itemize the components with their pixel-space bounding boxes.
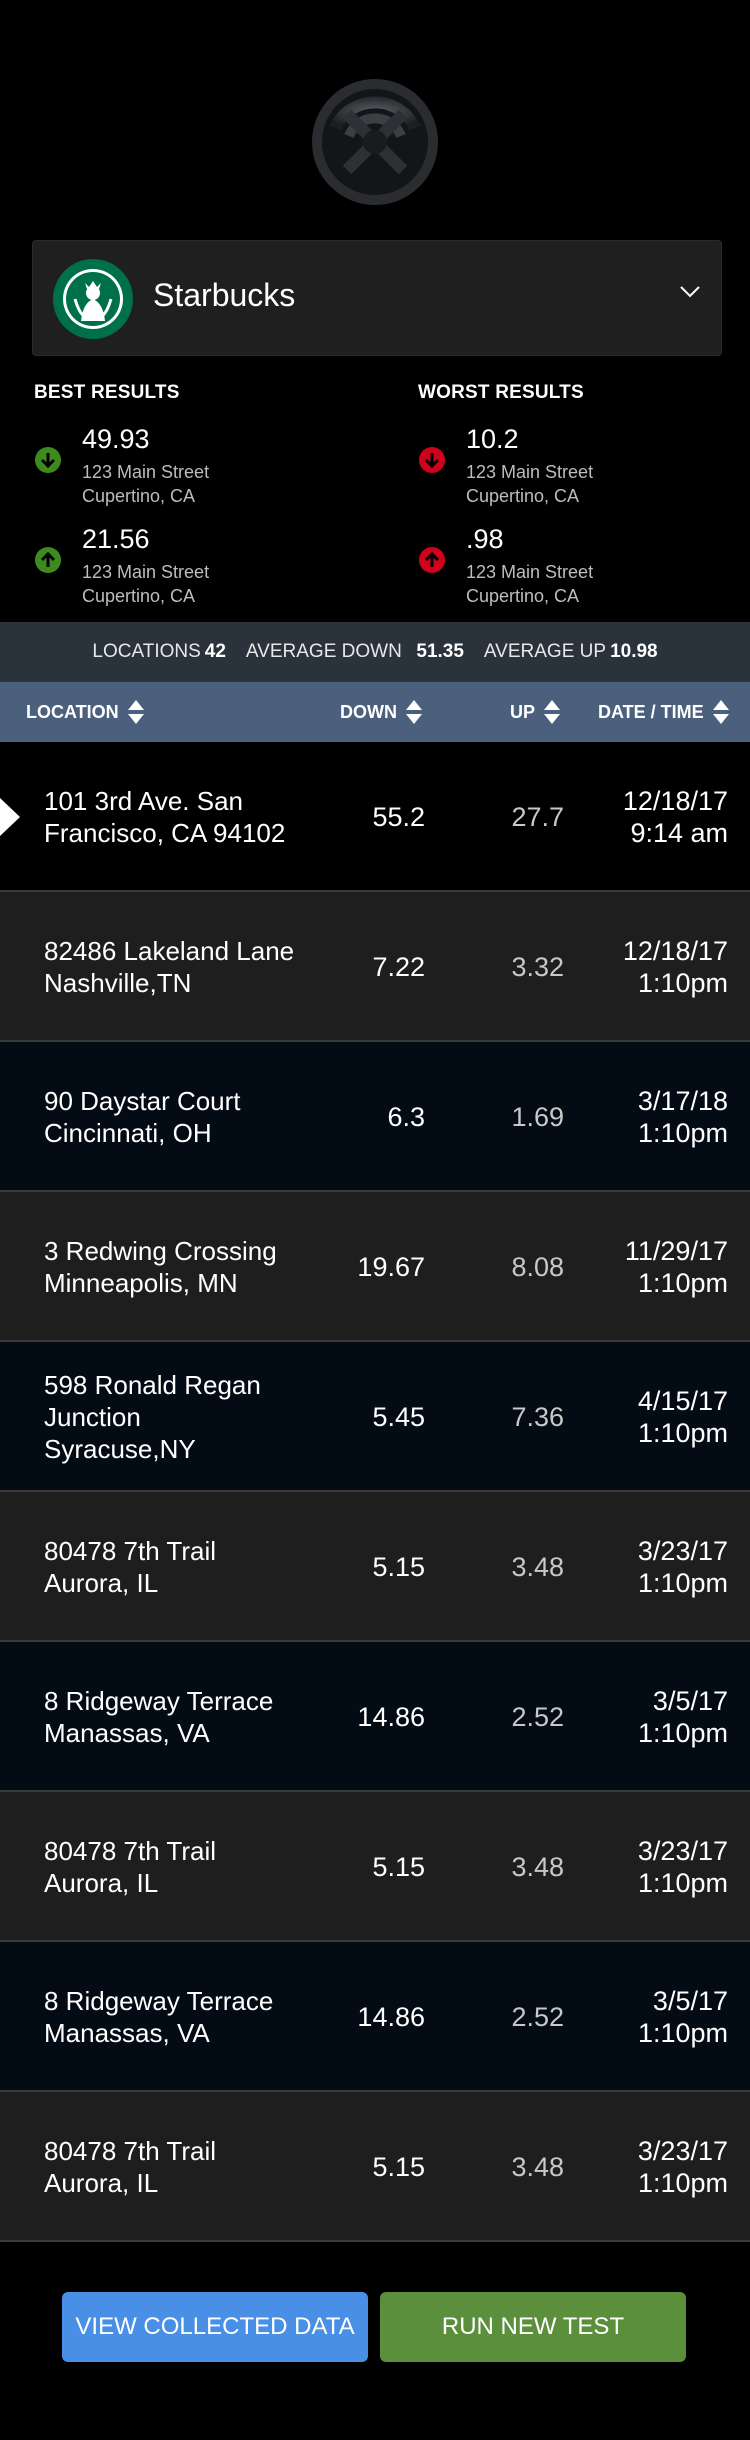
best-results-title: BEST RESULTS [34,382,180,403]
worst-results-title: WORST RESULTS [418,382,584,403]
arrow-up-circle-icon [419,547,445,573]
row-up: 3.48 [511,1851,564,1882]
table-row[interactable]: 80478 7th Trail Aurora, IL 5.15 3.48 3/23… [0,2092,750,2242]
row-location: 8 Ridgeway Terrace Manassas, VA [44,1686,274,1748]
row-location: 598 Ronald Regan Junction Syracuse,NY [44,1370,261,1464]
row-down: 7.22 [372,951,425,982]
row-datetime: 3/23/17 1:10pm [637,1836,728,1898]
row-datetime: 11/29/17 1:10pm [624,1236,728,1298]
results-table: 101 3rd Ave. San Francisco, CA 94102 55.2… [0,742,750,2242]
table-row[interactable]: 598 Ronald Regan Junction Syracuse,NY 5.45… [0,1342,750,1492]
arrow-up-circle-icon [35,547,61,573]
worst-up-address: 123 Main Street Cupertino, CA [466,562,594,606]
arrow-down-circle-icon [419,447,445,473]
worst-down-value: 10.2 [466,424,519,454]
table-row[interactable]: 80478 7th Trail Aurora, IL 5.15 3.48 3/23… [0,1792,750,1942]
table-row[interactable]: 90 Daystar Court Cincinnati, OH 6.3 1.69 … [0,1042,750,1192]
row-up: 2.52 [511,2001,564,2032]
row-datetime: 3/23/17 1:10pm [637,2136,728,2198]
average-up: AVERAGE UP 10.98 [483,641,658,662]
arrow-down-circle-icon [35,447,61,473]
header [0,0,750,240]
row-up: 8.08 [511,1251,564,1282]
row-location: 80478 7th Trail Aurora, IL [44,2136,217,2198]
selected-row-indicator-icon [0,798,20,836]
row-datetime: 3/5/17 1:10pm [637,1686,728,1748]
average-down: AVERAGE DOWN 51.35 [245,641,464,662]
row-datetime: 3/5/17 1:10pm [637,1986,728,2048]
row-down: 14.86 [357,1701,425,1732]
table-row[interactable]: 82486 Lakeland Lane Nashville,TN 7.22 3.3… [0,892,750,1042]
row-down: 19.67 [357,1251,425,1282]
row-up: 3.48 [511,1551,564,1582]
best-up-address: 123 Main Street Cupertino, CA [82,562,210,606]
best-down-address: 123 Main Street Cupertino, CA [82,462,210,506]
run-new-test-button[interactable]: RUN NEW TEST [380,2292,686,2362]
row-location: 101 3rd Ave. San Francisco, CA 94102 [44,786,286,848]
sort-icon [712,700,729,724]
sort-icon [544,700,561,724]
results-summary: BEST RESULTS WORST RESULTS 49.93 123 Mai… [0,376,750,616]
sort-icon [406,700,422,724]
sort-down-header[interactable]: DOWN [340,682,423,742]
row-location: 80478 7th Trail Aurora, IL [44,1836,217,1898]
best-up-value: 21.56 [82,524,150,554]
locations-count: LOCATIONS 42 [92,641,226,662]
sort-up-header[interactable]: UP [510,682,561,742]
chevron-down-icon [680,286,700,298]
sort-datetime-header[interactable]: DATE / TIME [598,682,730,742]
table-row[interactable]: 101 3rd Ave. San Francisco, CA 94102 55.2… [0,742,750,892]
row-up: 1.69 [511,1101,564,1132]
row-datetime: 12/18/17 9:14 am [622,786,728,848]
sort-icon [127,700,144,724]
row-location: 3 Redwing Crossing Minneapolis, MN [44,1236,277,1298]
row-datetime: 4/15/17 1:10pm [637,1386,728,1448]
row-down: 55.2 [372,801,425,832]
speedtest-logo-icon [312,79,438,205]
table-row[interactable]: 80478 7th Trail Aurora, IL 5.15 3.48 3/23… [0,1492,750,1642]
row-location: 90 Daystar Court Cincinnati, OH [44,1086,241,1148]
row-up: 3.32 [511,951,564,982]
table-row[interactable]: 3 Redwing Crossing Minneapolis, MN 19.67 … [0,1192,750,1342]
table-row[interactable]: 8 Ridgeway Terrace Manassas, VA 14.86 2.5… [0,1942,750,2092]
row-datetime: 3/17/18 1:10pm [637,1086,728,1148]
row-up: 7.36 [511,1401,564,1432]
row-down: 14.86 [357,2001,425,2032]
row-down: 5.45 [372,1401,425,1432]
row-location: 80478 7th Trail Aurora, IL [44,1536,217,1598]
best-down-value: 49.93 [82,424,150,454]
worst-up-value: .98 [466,524,504,554]
row-down: 5.15 [372,2151,425,2182]
row-down: 6.3 [387,1101,425,1132]
table-row[interactable]: 8 Ridgeway Terrace Manassas, VA 14.86 2.5… [0,1642,750,1792]
row-up: 3.48 [511,2151,564,2182]
sort-location-header[interactable]: LOCATION [26,682,145,742]
row-up: 27.7 [511,801,564,832]
row-down: 5.15 [372,1551,425,1582]
stats-summary-bar: LOCATIONS 42 AVERAGE DOWN 51.35 AVERAGE U… [0,622,750,682]
row-down: 5.15 [372,1851,425,1882]
brand-name: Starbucks [153,277,296,313]
table-header: LOCATION DOWN UP DATE / TIME [0,682,750,742]
location-brand-dropdown[interactable]: Starbucks [32,240,722,356]
starbucks-logo-icon [53,259,133,339]
row-datetime: 3/23/17 1:10pm [637,1536,728,1598]
row-datetime: 12/18/17 1:10pm [622,936,728,998]
row-location: 8 Ridgeway Terrace Manassas, VA [44,1986,274,2048]
row-location: 82486 Lakeland Lane Nashville,TN [44,936,295,998]
worst-down-address: 123 Main Street Cupertino, CA [466,462,594,506]
row-up: 2.52 [511,1701,564,1732]
view-collected-data-button[interactable]: VIEW COLLECTED DATA [62,2292,368,2362]
